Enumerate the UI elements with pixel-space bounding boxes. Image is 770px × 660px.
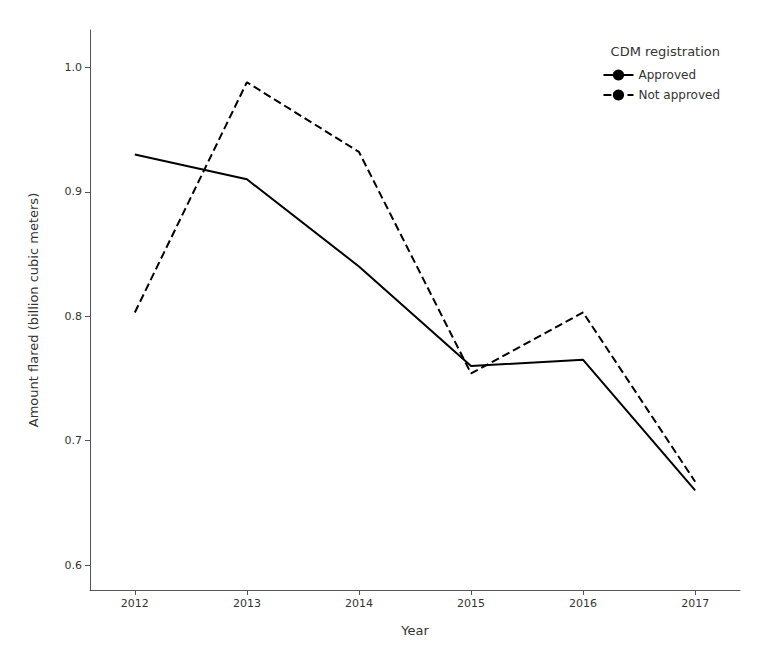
svg-text:Amount flared (billion cubic m: Amount flared (billion cubic meters)	[26, 193, 41, 427]
svg-text:2013: 2013	[233, 597, 261, 610]
svg-text:Not approved: Not approved	[638, 88, 720, 102]
svg-text:1.0: 1.0	[65, 61, 83, 74]
svg-text:0.8: 0.8	[65, 310, 83, 323]
svg-text:2014: 2014	[345, 597, 373, 610]
svg-text:CDM registration: CDM registration	[611, 44, 720, 59]
svg-text:Year: Year	[400, 623, 429, 638]
svg-text:2015: 2015	[457, 597, 485, 610]
svg-text:2017: 2017	[681, 597, 709, 610]
svg-text:2016: 2016	[569, 597, 597, 610]
svg-text:0.6: 0.6	[65, 559, 83, 572]
svg-text:2012: 2012	[121, 597, 149, 610]
svg-text:0.9: 0.9	[65, 185, 83, 198]
svg-text:Approved: Approved	[638, 68, 696, 82]
svg-text:0.7: 0.7	[65, 434, 83, 447]
